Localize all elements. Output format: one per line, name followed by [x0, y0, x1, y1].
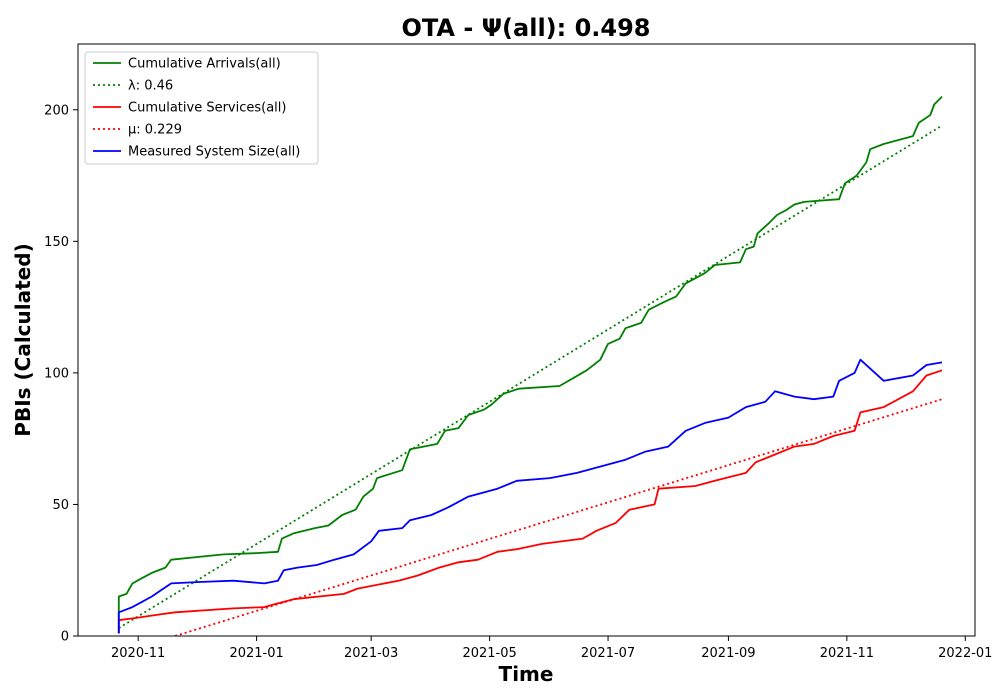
- x-tick-label: 2021-05: [462, 646, 516, 661]
- series-line-2: [117, 369, 943, 634]
- legend: Cumulative Arrivals(all) λ: 0.46 Cumulativ…: [84, 51, 319, 165]
- y-tick-label: 50: [52, 498, 69, 513]
- x-axis-title: Time: [499, 662, 554, 686]
- y-tick-label: 200: [44, 103, 69, 118]
- plot-area: [117, 95, 943, 636]
- legend-label: Cumulative Services(all): [128, 101, 286, 116]
- chart-title: OTA - Ψ(all): 0.498: [402, 14, 651, 42]
- series-line-4: [117, 358, 943, 634]
- x-tick-label: 2021-11: [820, 646, 874, 661]
- x-tick-label: 2021-01: [229, 646, 283, 661]
- legend-label: λ: 0.46: [128, 79, 173, 94]
- x-tick-label: 2021-03: [344, 646, 398, 661]
- plot-frame: [77, 43, 976, 637]
- x-tick-label: 2020-11: [111, 646, 165, 661]
- y-tick-label: 150: [44, 235, 69, 250]
- x-tick-label: 2021-07: [581, 646, 635, 661]
- legend-label: Measured System Size(all): [128, 145, 300, 160]
- x-tick-label: 2022-01: [938, 646, 992, 661]
- x-axis: 2020-11 2021-01 2021-03 2021-05 2021-07 2021-…: [111, 636, 992, 661]
- legend-box: [84, 51, 319, 165]
- y-axis: 0 50 100 150 200: [44, 103, 78, 645]
- series-line-3: [174, 398, 943, 636]
- series-line-0: [117, 95, 943, 634]
- y-tick-label: 0: [61, 630, 69, 645]
- x-tick-label: 2021-09: [701, 646, 755, 661]
- legend-label: Cumulative Arrivals(all): [128, 57, 281, 72]
- series-line-1: [118, 124, 943, 629]
- y-axis-title: PBIs (Calculated): [11, 243, 35, 436]
- y-tick-label: 100: [44, 366, 69, 381]
- legend-label: μ: 0.229: [128, 123, 182, 138]
